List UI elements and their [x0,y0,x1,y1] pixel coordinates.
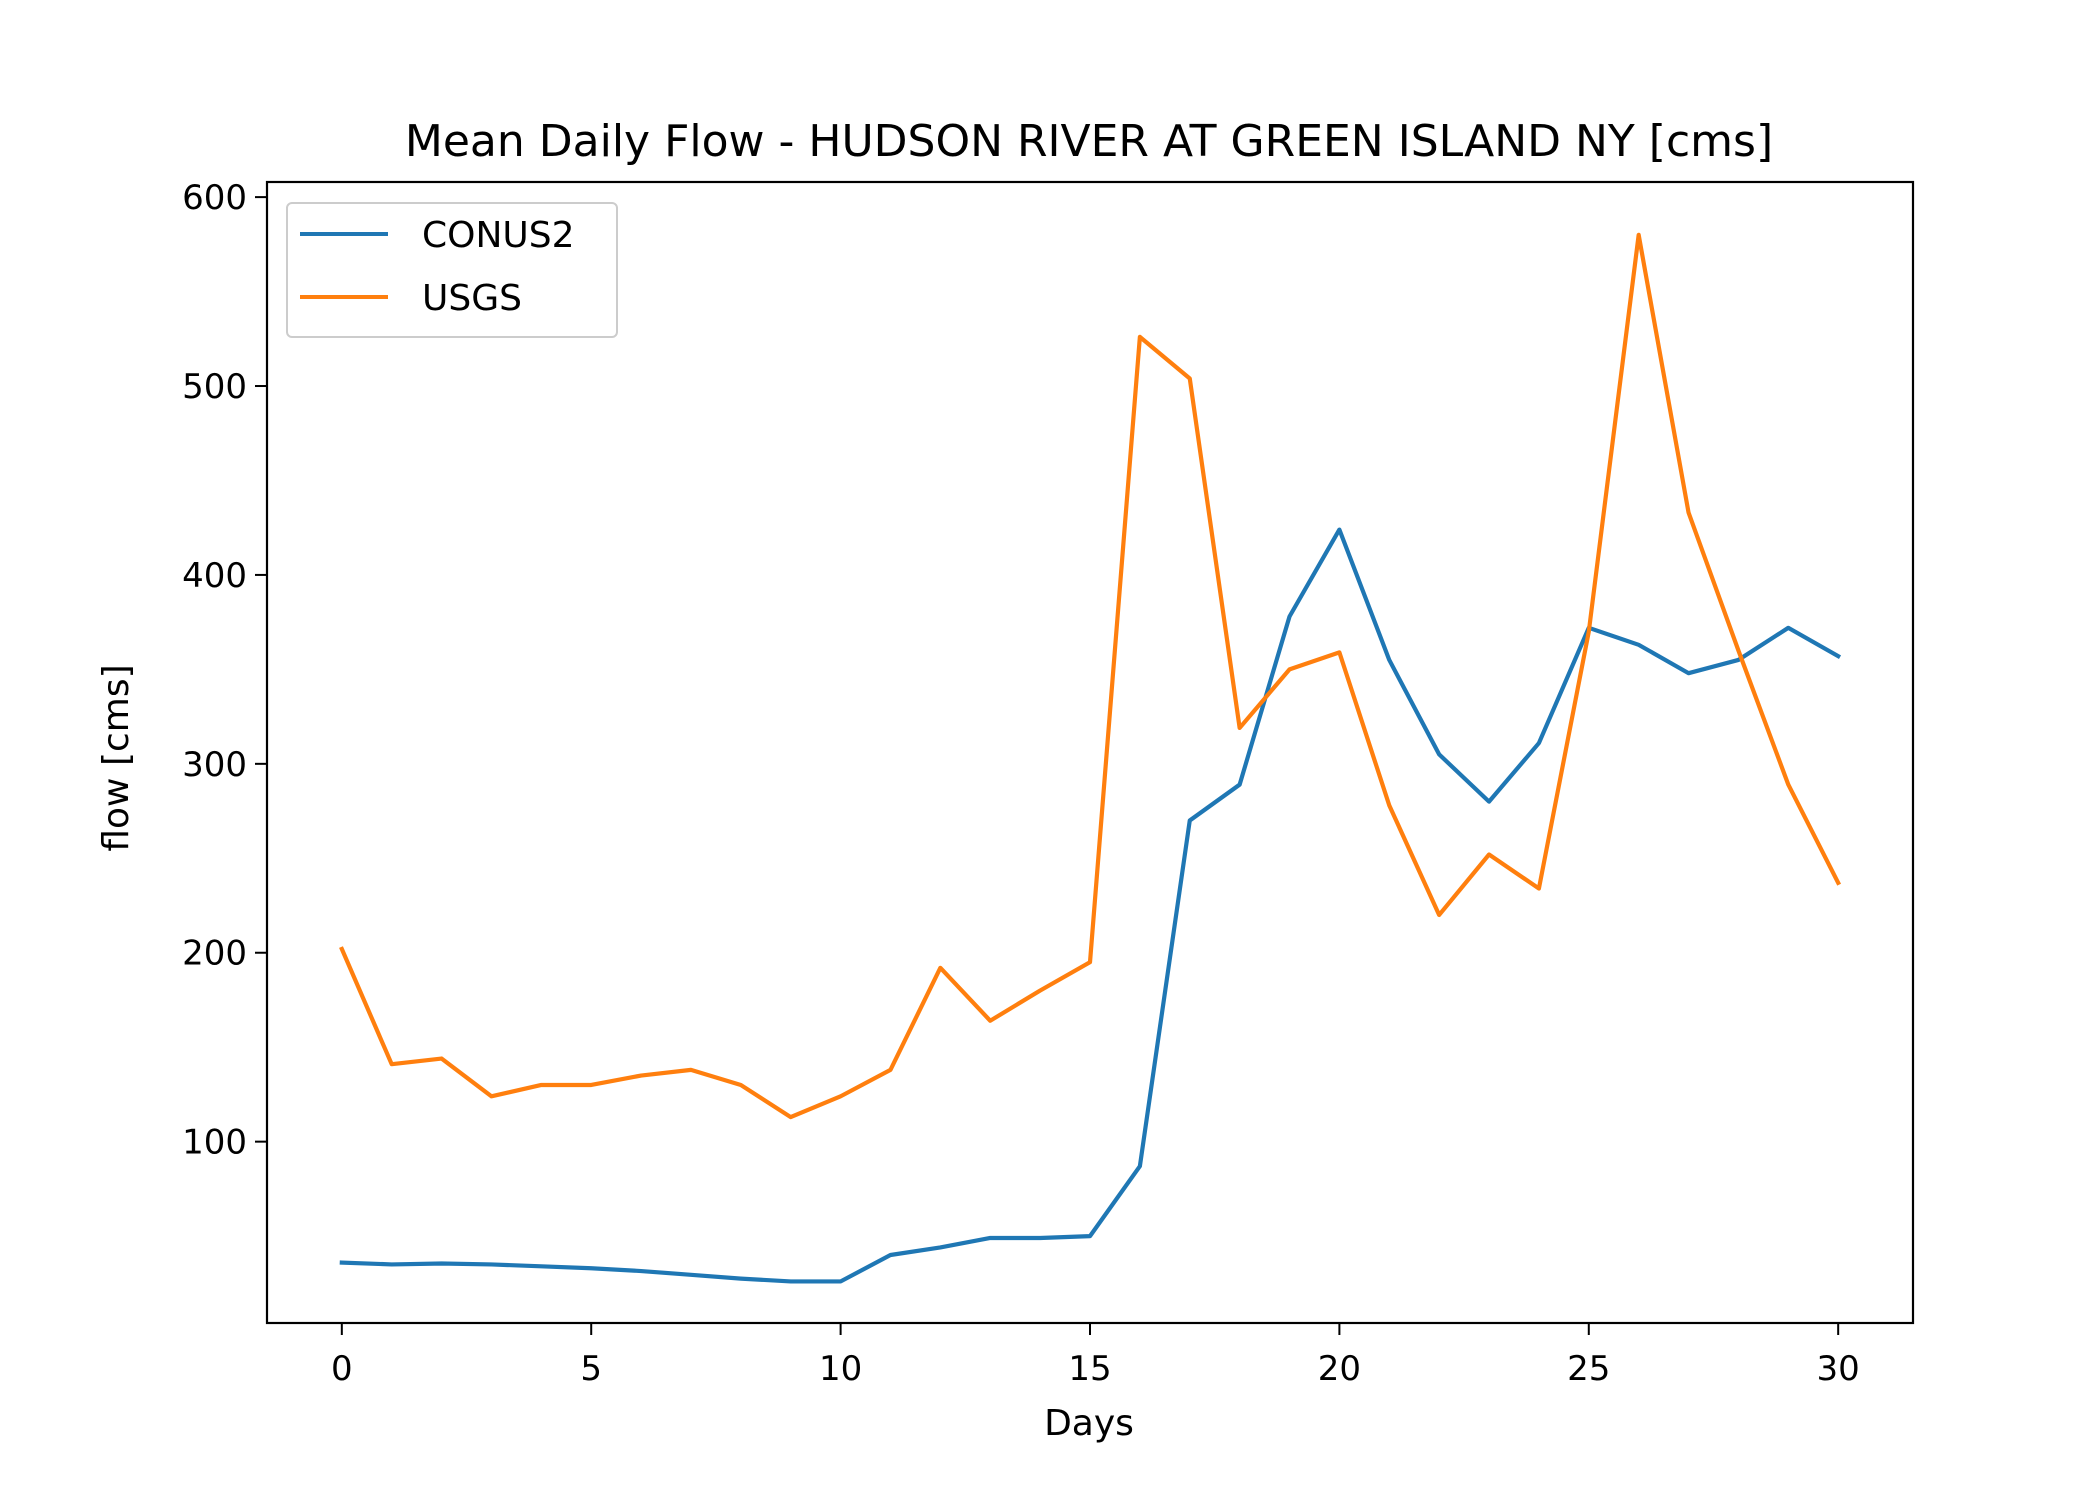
y-tick-label: 300 [182,745,247,785]
y-axis-ticks: 100 200 300 400 500 600 [182,178,267,1163]
y-tick-label: 400 [182,556,247,596]
x-axis-label: Days [1044,1403,1134,1444]
y-axis-label: flow [cms] [96,664,137,851]
chart-title: Mean Daily Flow - HUDSON RIVER AT GREEN … [405,116,1773,167]
series-line-usgs [339,232,1842,1120]
x-tick-label: 25 [1567,1349,1610,1389]
y-tick-label: 500 [182,367,247,407]
plot-frame [265,180,1915,1325]
y-tick-label: 600 [182,178,247,218]
x-axis-ticks: 0 5 10 15 20 25 30 [331,1323,1860,1389]
legend-label-conus2: CONUS2 [422,215,575,256]
y-tick-label: 200 [182,934,247,974]
legend-label-usgs: USGS [422,278,522,319]
x-tick-label: 10 [819,1349,862,1389]
y-tick-label: 100 [182,1123,247,1163]
x-tick-label: 0 [331,1349,353,1389]
legend-box [286,202,618,338]
x-tick-label: 20 [1318,1349,1361,1389]
legend: CONUS2 USGS [286,202,618,338]
x-tick-label: 30 [1817,1349,1860,1389]
series-layer [339,232,1842,1284]
x-tick-label: 5 [580,1349,602,1389]
x-tick-label: 15 [1068,1349,1111,1389]
